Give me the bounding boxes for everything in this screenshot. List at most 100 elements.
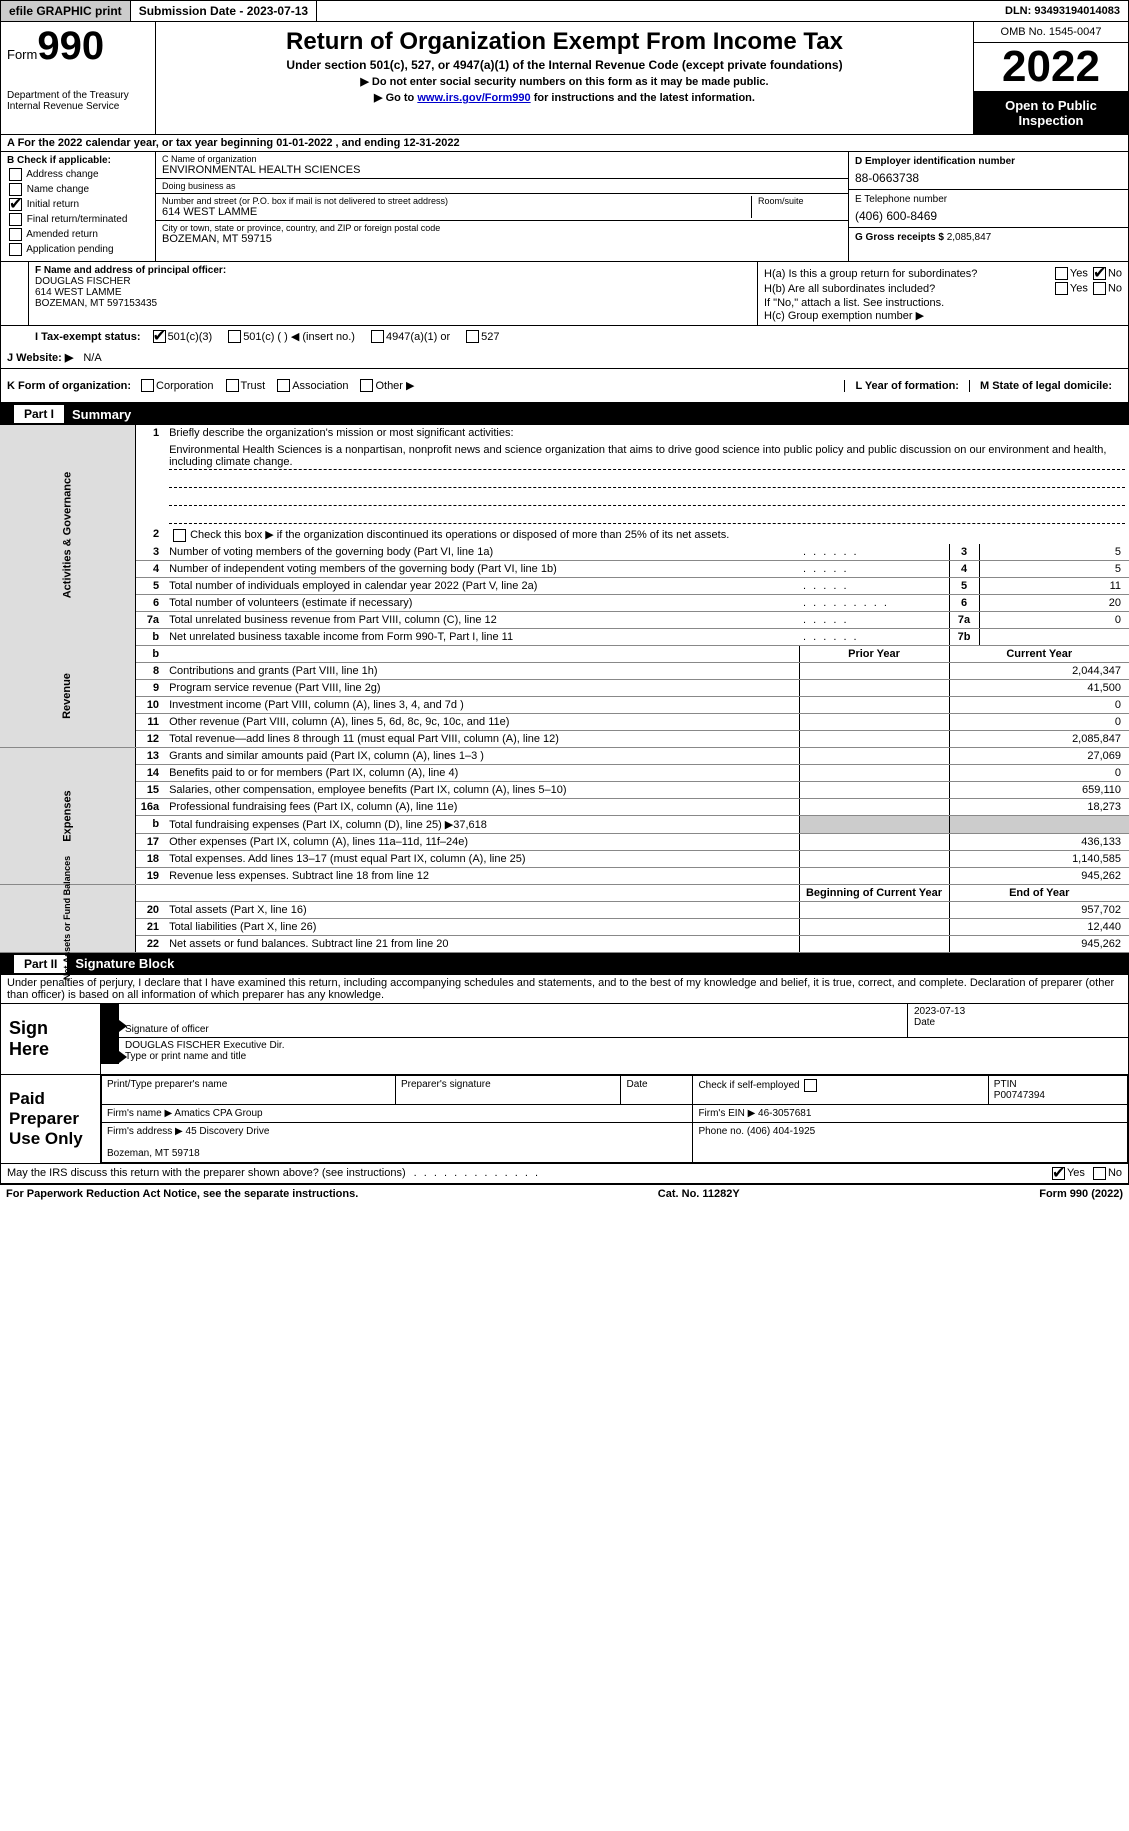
subdate: 2023-07-13	[247, 4, 308, 18]
ha-yes[interactable]	[1055, 267, 1068, 280]
r17-p	[799, 833, 949, 850]
sig-arrow-1	[101, 1004, 119, 1037]
c-dba-lbl: Doing business as	[162, 181, 842, 191]
row-i: I Tax-exempt status: 501(c)(3) 501(c) ( …	[0, 326, 1129, 347]
hb-yes[interactable]	[1055, 282, 1068, 295]
i-4947[interactable]	[371, 330, 384, 343]
i-527[interactable]	[466, 330, 479, 343]
col-c: C Name of organization ENVIRONMENTAL HEA…	[156, 152, 848, 261]
h-a: H(a) Is this a group return for subordin…	[764, 267, 1122, 280]
r7a-t: Total unrelated business revenue from Pa…	[165, 611, 799, 628]
k-opt-0: Corporation	[156, 380, 213, 392]
b-item-2[interactable]: Initial return	[7, 198, 149, 211]
i-opt-2: 4947(a)(1) or	[386, 331, 450, 343]
form-subtitle: Under section 501(c), 527, or 4947(a)(1)…	[164, 58, 965, 72]
r14-c: 0	[949, 764, 1129, 781]
prep-firm-lbl: Firm's name ▶	[107, 1108, 172, 1119]
net-hdr-t	[165, 884, 799, 901]
r22-t: Net assets or fund balances. Subtract li…	[165, 935, 799, 952]
b-item-1-lbl: Name change	[27, 184, 89, 195]
section-fh: F Name and address of principal officer:…	[0, 262, 1129, 326]
mission-blank1	[169, 474, 1125, 488]
r6-d: . . . . . . . . .	[799, 594, 949, 611]
prep-selfemp-ck[interactable]	[804, 1079, 817, 1092]
mission-blank3	[169, 510, 1125, 524]
r16b-p	[799, 815, 949, 833]
irs-discuss-row: May the IRS discuss this return with the…	[0, 1164, 1129, 1184]
h-a-lbl: H(a) Is this a group return for subordin…	[764, 268, 977, 280]
r11-n: 11	[135, 713, 165, 730]
r7b-v	[979, 628, 1129, 645]
r16a-p	[799, 798, 949, 815]
b-item-5[interactable]: Application pending	[7, 243, 149, 256]
r3-d: . . . . . .	[799, 544, 949, 561]
hb-no[interactable]	[1093, 282, 1106, 295]
efile-tab[interactable]: efile GRAPHIC print	[1, 1, 131, 21]
sig-date-lbl: Date	[914, 1017, 1122, 1028]
discuss-no[interactable]	[1093, 1167, 1106, 1180]
r13-p	[799, 747, 949, 764]
r22-n: 22	[135, 935, 165, 952]
h-c: H(c) Group exemption number ▶	[764, 309, 1122, 322]
d-ein: 88-0663738	[855, 171, 1122, 185]
c-name-lbl: C Name of organization	[162, 154, 842, 164]
prep-ptin-lbl: PTIN	[994, 1079, 1017, 1090]
mission-text: Environmental Health Sciences is a nonpa…	[169, 443, 1125, 470]
hdr-current: Current Year	[949, 645, 1129, 662]
row-j: J Website: ▶ N/A	[0, 347, 1129, 369]
r16a-c: 18,273	[949, 798, 1129, 815]
i-501c[interactable]	[228, 330, 241, 343]
side-revenue: Revenue	[0, 645, 135, 747]
k-trust[interactable]	[226, 379, 239, 392]
j-val: N/A	[83, 352, 101, 364]
h-b-lbl: H(b) Are all subordinates included?	[764, 283, 935, 295]
b-item-3[interactable]: Final return/terminated	[7, 213, 149, 226]
line2-check[interactable]	[173, 529, 186, 542]
sig-name: DOUGLAS FISCHER Executive Dir.	[125, 1040, 1122, 1051]
k-corp[interactable]	[141, 379, 154, 392]
r12-t: Total revenue—add lines 8 through 11 (mu…	[165, 730, 799, 747]
b-item-4[interactable]: Amended return	[7, 228, 149, 241]
discuss-yes[interactable]	[1052, 1167, 1065, 1180]
form-title: Return of Organization Exempt From Incom…	[164, 28, 965, 56]
b-item-1[interactable]: Name change	[7, 183, 149, 196]
k-lbl: K Form of organization:	[7, 380, 131, 392]
r9-c: 41,500	[949, 679, 1129, 696]
r16a-n: 16a	[135, 798, 165, 815]
prep-h2: Date	[621, 1075, 693, 1104]
r8-c: 2,044,347	[949, 662, 1129, 679]
sig-blank	[125, 1006, 901, 1024]
r20-p	[799, 901, 949, 918]
r5-v: 11	[979, 577, 1129, 594]
r21-t: Total liabilities (Part X, line 26)	[165, 918, 799, 935]
ha-no[interactable]	[1093, 267, 1106, 280]
r17-n: 17	[135, 833, 165, 850]
r5-d: . . . . .	[799, 577, 949, 594]
goto-line: ▶ Go to www.irs.gov/Form990 for instruct…	[164, 91, 965, 104]
r16b-t: Total fundraising expenses (Part IX, col…	[165, 815, 799, 833]
k-opt-3: Other ▶	[375, 379, 414, 392]
b-item-4-lbl: Amended return	[26, 229, 98, 240]
c-name: ENVIRONMENTAL HEALTH SCIENCES	[162, 164, 842, 176]
goto-pre: ▶ Go to	[374, 92, 417, 104]
footer-left: For Paperwork Reduction Act Notice, see …	[6, 1188, 358, 1200]
c-dba-box: Doing business as	[156, 179, 848, 194]
c-city-box: City or town, state or province, country…	[156, 221, 848, 247]
prep-selfemp-lbl: Check if self-employed	[698, 1080, 799, 1091]
k-other[interactable]	[360, 379, 373, 392]
k-assoc[interactable]	[277, 379, 290, 392]
r5-b: 5	[949, 577, 979, 594]
r14-n: 14	[135, 764, 165, 781]
prep-ein-lbl: Firm's EIN ▶	[698, 1108, 755, 1119]
r22-c: 945,262	[949, 935, 1129, 952]
r10-t: Investment income (Part VIII, column (A)…	[165, 696, 799, 713]
r6-n: 6	[135, 594, 165, 611]
i-501c3[interactable]	[153, 330, 166, 343]
fh-gutter	[1, 262, 29, 325]
ssn-notice: ▶ Do not enter social security numbers o…	[164, 75, 965, 88]
b-item-0[interactable]: Address change	[7, 168, 149, 181]
form-word: Form	[7, 47, 37, 62]
c-room-lbl: Room/suite	[758, 196, 842, 206]
irs-link[interactable]: www.irs.gov/Form990	[417, 92, 530, 104]
subdate-lbl: Submission Date -	[139, 4, 247, 18]
